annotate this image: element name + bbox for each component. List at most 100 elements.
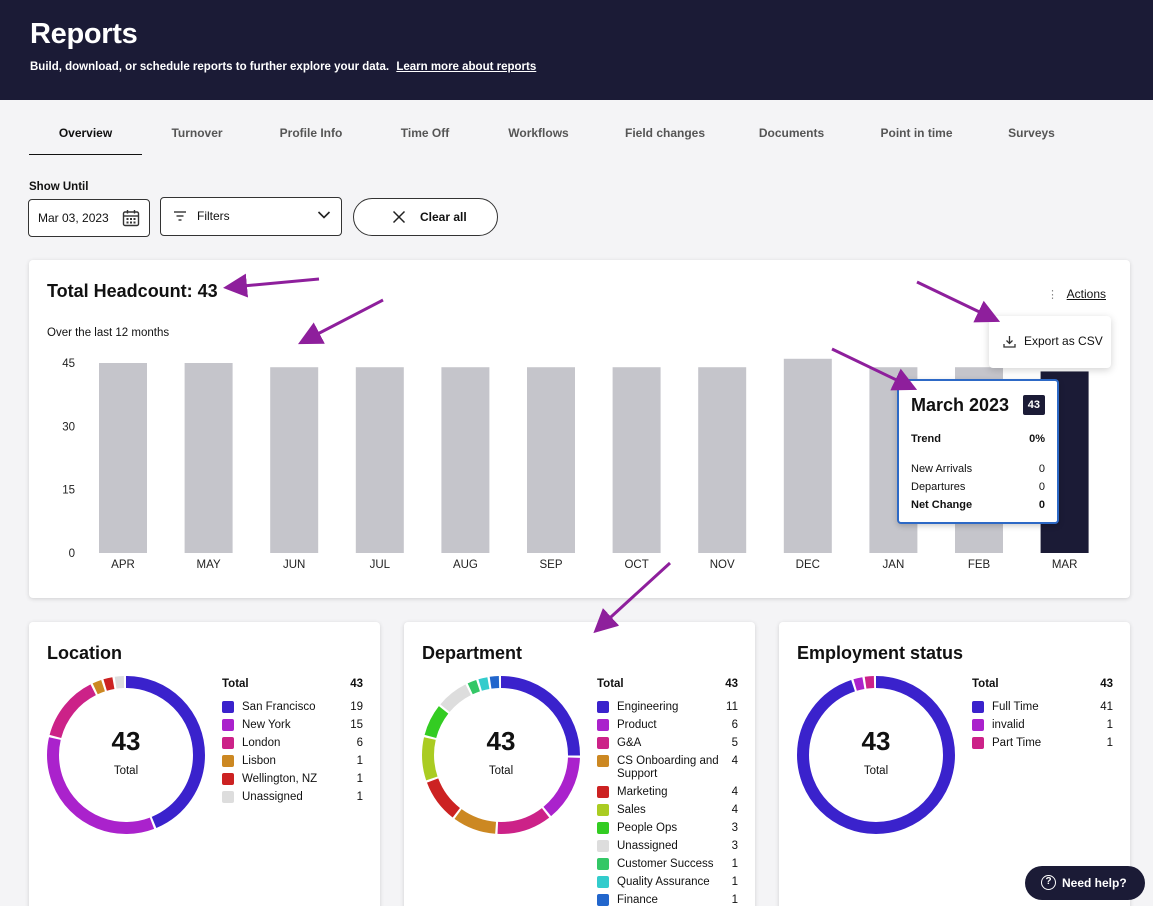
tooltip-badge: 43 xyxy=(1022,395,1045,415)
legend-item: CS Onboarding and Support 4 xyxy=(597,755,738,781)
legend-label: San Francisco xyxy=(242,701,316,713)
y-tick-label: 30 xyxy=(62,421,75,433)
legend-item: Finance 1 xyxy=(597,894,738,906)
show-until-label: Show Until xyxy=(29,181,89,193)
legend-swatch xyxy=(222,773,234,785)
bar[interactable] xyxy=(527,367,575,553)
filters-label: Filters xyxy=(197,209,230,223)
close-icon xyxy=(392,210,406,224)
bar[interactable] xyxy=(783,358,832,553)
x-tick-label: NOV xyxy=(710,559,735,571)
actions-link[interactable]: Actions xyxy=(1066,287,1106,301)
legend-swatch xyxy=(972,737,984,749)
bar-tooltip: March 2023 43 Trend 0% New Arrivals 0 De… xyxy=(897,379,1059,524)
legend-count: 41 xyxy=(1100,701,1113,713)
tab-point-in-time[interactable]: Point in time xyxy=(880,126,953,140)
tab-time-off[interactable]: Time Off xyxy=(400,126,450,140)
employment-status-donut-center: 43 Total xyxy=(861,726,891,777)
help-icon: ? xyxy=(1041,875,1056,890)
bar[interactable] xyxy=(441,367,490,553)
tab-documents[interactable]: Documents xyxy=(758,126,825,140)
x-tick-label: JAN xyxy=(883,559,905,571)
legend-label: Product xyxy=(617,719,657,731)
legend-item: G&A 5 xyxy=(597,737,738,750)
donut-slice[interactable] xyxy=(422,676,580,834)
legend-label: invalid xyxy=(992,719,1025,731)
tab-turnover[interactable]: Turnover xyxy=(171,126,223,140)
date-input[interactable]: Mar 03, 2023 xyxy=(28,199,150,237)
bar[interactable] xyxy=(99,363,147,553)
legend-item: Customer Success 1 xyxy=(597,858,738,871)
export-csv-label: Export as CSV xyxy=(1024,334,1103,348)
legend-item: Part Time 1 xyxy=(972,737,1113,750)
donut-slice[interactable] xyxy=(797,676,955,834)
legend-count: 1 xyxy=(1106,737,1113,749)
legend-label: Engineering xyxy=(617,701,679,713)
donut-slice[interactable] xyxy=(422,676,580,834)
legend-label: London xyxy=(242,737,281,749)
headcount-bar-chart: 0 15 30 45 APR MAY JUN JUL AUG SEP OCT NOV DEC JAN FEB… xyxy=(62,358,1089,571)
x-tick-label: MAR xyxy=(1052,559,1078,571)
department-donut xyxy=(422,676,580,834)
legend-count: 1 xyxy=(1106,719,1113,731)
donut-slice[interactable] xyxy=(47,676,205,834)
legend-label: People Ops xyxy=(617,822,678,834)
department-card: Department 43 Total Total 43 Engineering… xyxy=(404,622,755,906)
donut-slice[interactable] xyxy=(47,676,205,834)
legend-total-row: Total 43 xyxy=(597,678,738,690)
page-title: Reports xyxy=(30,18,138,50)
legend-label: Unassigned xyxy=(617,840,678,852)
legend-label: Finance xyxy=(617,894,658,906)
legend-count: 3 xyxy=(731,840,738,852)
calendar-icon[interactable] xyxy=(122,209,140,227)
legend-item: Unassigned 1 xyxy=(222,791,363,804)
x-tick-label: OCT xyxy=(624,559,648,571)
learn-more-link[interactable]: Learn more about reports xyxy=(396,61,537,73)
legend-count: 15 xyxy=(350,719,363,731)
more-vertical-icon[interactable]: ⋮ xyxy=(1047,289,1058,301)
legend-label: G&A xyxy=(617,737,642,749)
bar[interactable] xyxy=(612,367,661,553)
x-tick-label: AUG xyxy=(453,559,478,571)
tab-profile-info[interactable]: Profile Info xyxy=(279,126,343,140)
filters-dropdown[interactable]: Filters xyxy=(160,197,342,236)
department-title: Department xyxy=(422,643,523,663)
bar[interactable] xyxy=(270,367,319,553)
location-donut-center: 43 Total xyxy=(111,726,141,777)
clear-all-button[interactable]: Clear all xyxy=(353,198,498,236)
y-tick-label: 15 xyxy=(62,485,75,497)
headcount-subtitle: Over the last 12 months xyxy=(47,327,170,339)
legend-item: People Ops 3 xyxy=(597,822,738,835)
need-help-button[interactable]: ? Need help? xyxy=(1025,866,1145,900)
tab-workflows[interactable]: Workflows xyxy=(508,126,569,140)
y-tick-label: 0 xyxy=(69,548,75,560)
bar[interactable] xyxy=(184,363,233,553)
legend-swatch xyxy=(222,791,234,803)
legend-item: Quality Assurance 1 xyxy=(597,876,738,889)
legend-count: 11 xyxy=(726,701,738,713)
legend-swatch xyxy=(597,786,609,798)
legend-swatch xyxy=(597,804,609,816)
bar[interactable] xyxy=(698,367,747,553)
tab-overview[interactable]: Overview xyxy=(29,112,142,155)
tab-field-changes[interactable]: Field changes xyxy=(624,126,706,140)
legend-label: Unassigned xyxy=(242,791,303,803)
legend-label: Customer Success xyxy=(617,858,714,870)
donut-slice[interactable] xyxy=(422,676,580,834)
clear-all-label: Clear all xyxy=(420,210,467,224)
legend-count: 1 xyxy=(731,876,738,888)
legend-label: New York xyxy=(242,719,291,731)
legend-label: Sales xyxy=(617,804,646,816)
legend-item: invalid 1 xyxy=(972,719,1113,732)
tab-surveys[interactable]: Surveys xyxy=(1008,126,1055,140)
y-tick-label: 45 xyxy=(62,358,75,370)
legend-label: Quality Assurance xyxy=(617,876,710,888)
legend-label: Lisbon xyxy=(242,755,276,767)
bar[interactable] xyxy=(355,367,404,553)
tooltip-trend-row: Trend 0% xyxy=(911,433,1045,445)
legend-swatch xyxy=(222,719,234,731)
export-csv-menu-item[interactable]: Export as CSV xyxy=(989,316,1111,368)
employment-status-donut xyxy=(797,676,955,834)
legend-label: Part Time xyxy=(992,737,1042,749)
date-value: Mar 03, 2023 xyxy=(38,211,109,225)
